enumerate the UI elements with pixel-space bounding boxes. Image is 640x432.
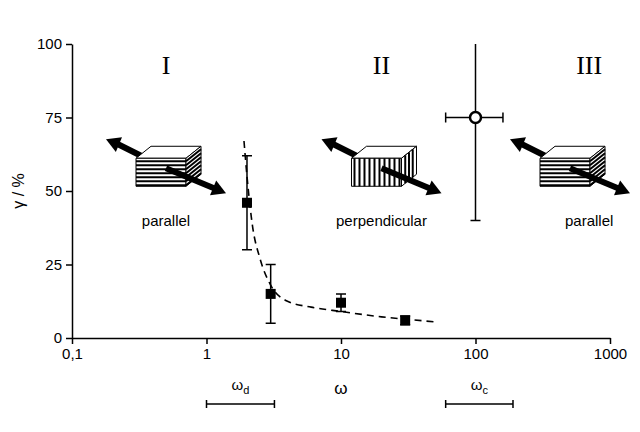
y-axis-title: γ / % [10,173,27,209]
icon-arrow-head [425,181,441,196]
y-tick: 100 [37,35,72,52]
icon-arrow-head [210,181,226,196]
region-numeral: III [576,51,602,80]
y-tick-mark [66,338,72,340]
icon-arrow-head [106,137,122,152]
icon-arrow-shaft [570,168,618,188]
y-tick-mark [66,264,72,266]
circle-point [470,112,481,123]
y-tick: 50 [45,182,72,199]
error-bar [266,265,276,324]
icon-stripe [363,158,365,186]
plot-area [242,44,503,325]
icon-arrow-head [510,137,526,152]
icon-stripe [136,164,186,166]
x-tick: 1 [203,338,211,362]
chart: 0,1 1 10 100 1000 0 25 50 75 100 ω γ / % Iparallel II… [0,0,640,432]
x-tick: 100 [463,338,488,362]
range-label: ωd [232,376,250,396]
icon-arrow-shaft [381,168,429,188]
y-tick-label: 25 [45,256,62,273]
x-tick-label: 1 [203,345,211,362]
error-bar [336,294,346,312]
x-tick-mark [206,338,208,344]
icon-stripe [136,180,186,182]
x-tick-label: 10 [333,345,350,362]
y-tick-label: 75 [45,109,62,126]
region-label: parallel [142,212,190,229]
range-symbol: ω [232,376,244,393]
range-symbol: ω [471,376,483,393]
square-point [266,289,276,299]
chart-svg: 0,1 1 10 100 1000 0 25 50 75 100 ω γ / % Iparallel II… [0,0,640,432]
y-axis: 0 25 50 75 100 [37,35,73,346]
y-tick: 75 [45,109,72,126]
icon-stripe [540,164,590,166]
icon-stripe [540,168,590,170]
icon-stripe [136,168,186,170]
x-axis-title: ω [334,379,347,398]
square-point [336,298,346,308]
range-label: ωc [471,376,489,396]
region-label: parallel [565,212,613,229]
icon-arrow-head [321,137,337,152]
fit-line [244,141,435,322]
icon-stripe [373,158,375,186]
icon-stripe [540,180,590,182]
region-numeral: I [162,51,171,80]
region-icon [321,137,441,195]
y-tick-label: 0 [54,329,62,346]
region-numeral: II [373,51,390,80]
icon-arrow-shaft [166,168,214,188]
square-point [400,315,410,325]
icon-stripe [378,158,380,186]
x-tick-mark [341,338,343,344]
icon-stripe [353,158,355,186]
y-tick-mark [66,117,72,119]
x-tick: 0,1 [62,338,83,362]
icon-stripe [408,152,410,180]
icon-stripe [358,158,360,186]
error-bar [400,316,410,325]
x-axis: 0,1 1 10 100 1000 [62,338,627,362]
x-tick-label: 1000 [594,345,627,362]
range-subscript: c [482,384,488,396]
icon-stripe [540,184,590,186]
region-icon [510,137,630,195]
y-tick-label: 100 [37,35,62,52]
x-tick-mark [610,338,612,344]
y-tick-mark [66,44,72,46]
region-label: perpendicular [336,212,427,229]
region-icon [106,137,226,195]
error-bar [242,156,252,250]
x-tick-mark [475,338,477,344]
x-tick: 1000 [594,338,627,362]
x-tick-label: 100 [463,345,488,362]
square-point [242,198,252,208]
range-subscript: d [243,384,249,396]
x-tick-label: 0,1 [62,345,83,362]
y-tick: 0 [54,329,72,346]
y-tick-label: 50 [45,182,62,199]
y-tick: 25 [45,256,72,273]
icon-stripe [540,160,590,162]
icon-stripe [136,160,186,162]
icon-stripe [412,149,414,177]
icon-stripe [136,184,186,186]
icon-stripe [368,158,370,186]
y-tick-mark [66,191,72,193]
icon-arrow-head [614,181,630,196]
error-bar [471,44,481,220]
x-error-bar [446,113,503,123]
x-tick: 10 [333,338,350,362]
range-bar [207,400,275,408]
range-bar [446,400,513,408]
